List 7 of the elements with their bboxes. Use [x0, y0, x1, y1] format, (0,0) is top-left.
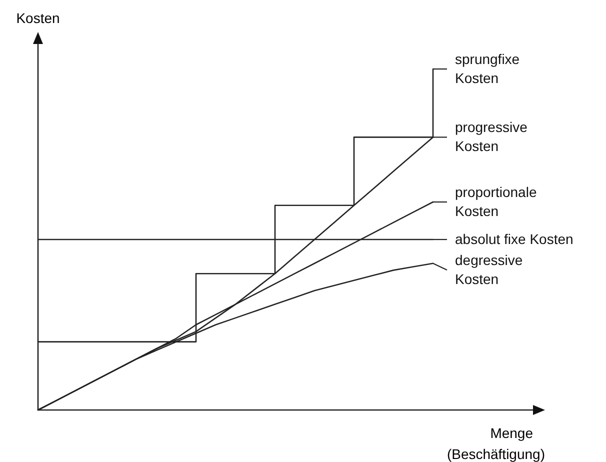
y-axis-title: Kosten: [16, 10, 60, 26]
legend-label: sprungfixe Kosten: [455, 51, 520, 86]
x-axis-title: Menge (Beschäftigung): [446, 425, 545, 462]
legend-label: proportionale Kosten: [455, 184, 537, 219]
legend-label: degressive Kosten: [455, 252, 523, 287]
legend-label: progressive Kosten: [455, 119, 528, 154]
legend-label: absolut fixe Kosten: [455, 231, 574, 247]
